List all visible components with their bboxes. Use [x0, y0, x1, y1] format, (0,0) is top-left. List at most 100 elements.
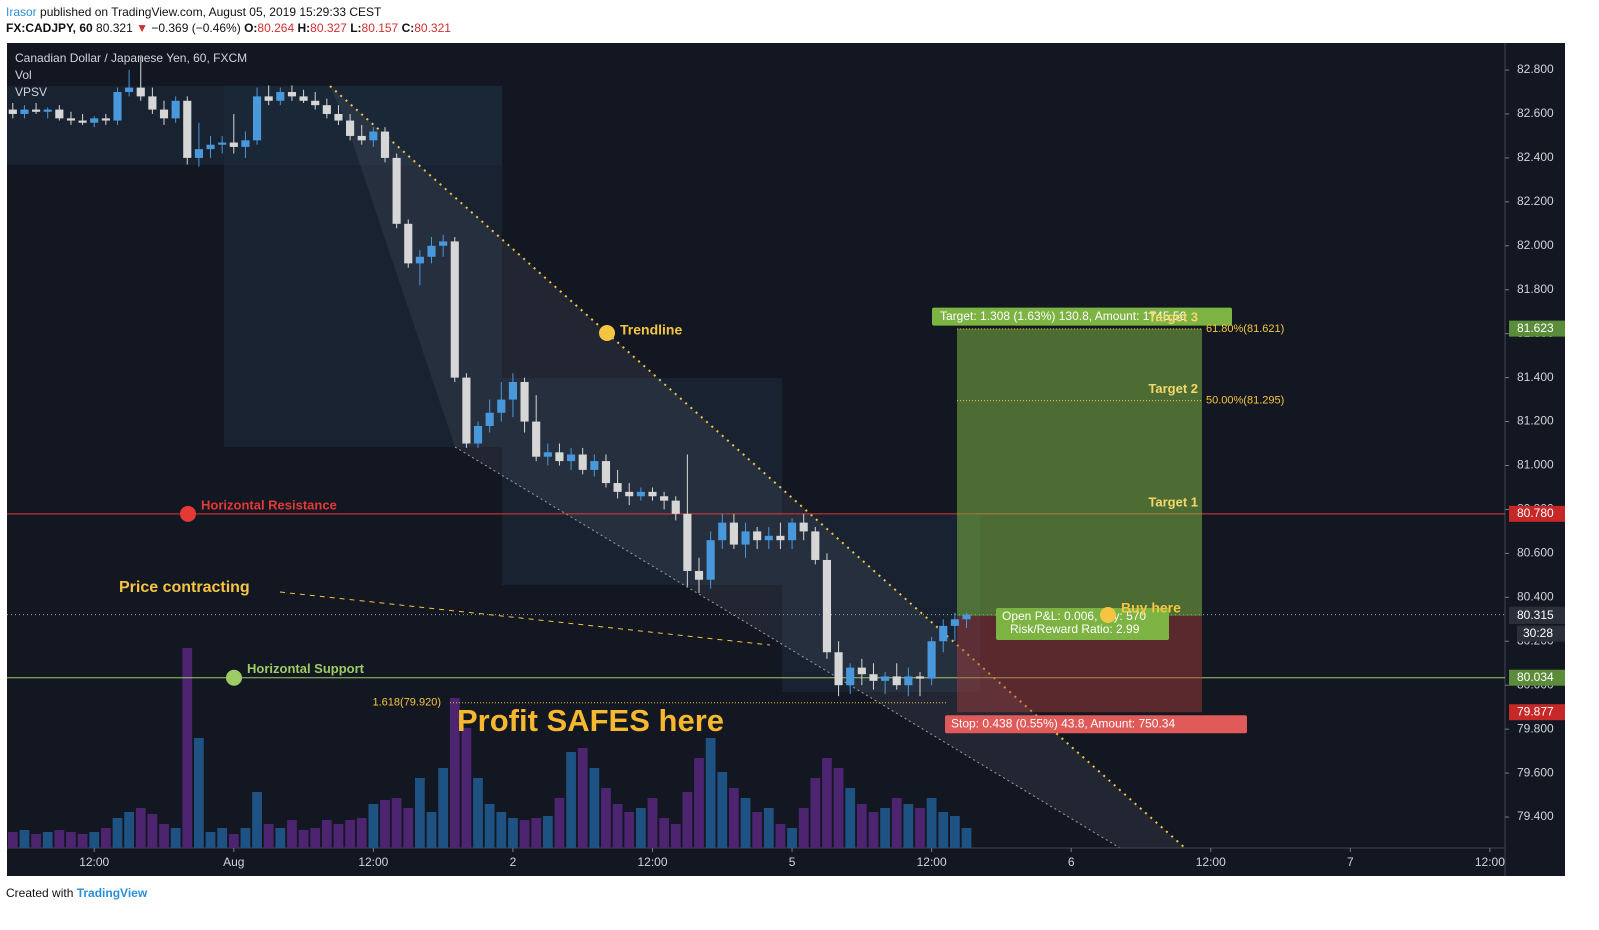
candle-body — [718, 522, 727, 541]
legend-entry: Vol — [15, 68, 32, 82]
volume-bar — [426, 812, 437, 848]
candle-body — [357, 135, 366, 141]
x-tick-label: 12:00 — [917, 855, 947, 869]
candle-body — [613, 483, 622, 492]
volume-bar — [449, 698, 460, 848]
volume-bar — [682, 792, 693, 848]
candle-body — [567, 454, 576, 462]
candle-body — [776, 535, 785, 541]
volume-bar — [798, 808, 809, 848]
y-tick-label: 82.400 — [1517, 150, 1554, 164]
volume-bar — [508, 818, 518, 848]
y-tick-label: 82.600 — [1517, 106, 1554, 120]
stop-label-box — [945, 715, 1247, 734]
candle-body — [171, 100, 180, 119]
candle-body — [811, 531, 820, 560]
candle-body — [660, 496, 669, 501]
candle-body — [276, 91, 285, 101]
published: published on TradingView.com, August 05,… — [40, 5, 382, 19]
footer: Created with TradingView — [6, 886, 147, 900]
candle-body — [392, 157, 401, 224]
volume-bar — [822, 758, 832, 848]
legend-entry: Canadian Dollar / Japanese Yen, 60, FXCM — [15, 51, 247, 65]
candle-body — [218, 142, 227, 145]
pnl-box — [996, 607, 1169, 640]
y-tick-label: 81.000 — [1517, 458, 1554, 472]
volume-bar — [659, 818, 670, 848]
x-tick-label: 2 — [510, 855, 517, 869]
volume-bar — [949, 816, 960, 848]
contracting-arrow — [279, 591, 771, 646]
candle-body — [380, 131, 390, 158]
candle-body — [159, 109, 169, 119]
volume-bar — [473, 778, 483, 848]
volume-bar — [414, 778, 425, 848]
candle-body — [590, 461, 599, 470]
candle-body — [66, 118, 76, 121]
candle-body — [694, 570, 704, 580]
price-tag — [1509, 704, 1565, 721]
candle-body — [311, 100, 320, 106]
volume-bar — [577, 748, 588, 848]
candle-body — [497, 399, 506, 413]
candle-body — [43, 109, 52, 112]
c: 80.321 — [414, 21, 451, 35]
volume-bar — [217, 828, 228, 848]
volume-bar — [833, 768, 844, 848]
y-tick-label: 82.200 — [1517, 194, 1554, 208]
legend-entry: VPSV — [15, 85, 47, 99]
candle-body — [183, 100, 192, 158]
volume-bar — [705, 738, 716, 848]
trendline — [329, 85, 1186, 849]
volume-bar — [566, 752, 576, 848]
level-dot — [180, 505, 196, 522]
y-tick-label: 81.800 — [1517, 282, 1554, 296]
price-tag-label: 80.780 — [1517, 506, 1554, 520]
l-label: L: — [350, 21, 362, 35]
candle-body — [869, 674, 878, 681]
candle-body — [764, 535, 773, 541]
author[interactable]: Irasor — [6, 5, 37, 19]
candle-body — [822, 559, 832, 653]
candle-body — [462, 377, 471, 444]
target-zone — [957, 328, 1202, 616]
volume-bar — [287, 820, 297, 848]
target-name: Target 3 — [1148, 309, 1198, 324]
volume-bar — [275, 828, 286, 848]
volume-bar — [31, 834, 41, 848]
candle-body — [113, 91, 122, 121]
volume-bar — [554, 798, 565, 848]
candle-body — [450, 241, 459, 378]
candle-body — [846, 667, 855, 686]
candle-body — [90, 118, 99, 123]
price-tag-label: 81.623 — [1517, 321, 1554, 335]
volume-bar — [7, 832, 18, 848]
x-tick-label: 12:00 — [637, 855, 667, 869]
target-name: Target 2 — [1148, 381, 1198, 396]
brand[interactable]: TradingView — [76, 886, 148, 900]
level-dot — [226, 669, 242, 686]
volume-bar — [740, 798, 751, 848]
candle-body — [555, 452, 564, 462]
volume-bar — [19, 830, 30, 848]
x-tick-label: Aug — [223, 855, 244, 869]
volume-bar — [868, 812, 879, 848]
y-tick-label: 80.400 — [1517, 589, 1554, 603]
fib-label: 1.618(79.920) — [373, 697, 442, 709]
candle-body — [625, 491, 634, 497]
y-tick-label: 80.600 — [1517, 546, 1554, 560]
candle-body — [427, 245, 436, 257]
candle-body — [125, 87, 134, 92]
l: 80.157 — [361, 21, 399, 35]
volume-bar — [321, 820, 332, 848]
volume-bar — [903, 804, 914, 848]
volume-bar — [170, 828, 181, 848]
candle-body — [439, 241, 448, 246]
candle-body — [683, 513, 692, 571]
candle-body — [799, 522, 808, 532]
candle-body — [601, 461, 611, 484]
y-tick-label: 79.800 — [1517, 721, 1554, 735]
h: 80.327 — [310, 21, 347, 35]
volume-bar — [66, 832, 76, 848]
level-label: Horizontal Support — [247, 661, 365, 676]
